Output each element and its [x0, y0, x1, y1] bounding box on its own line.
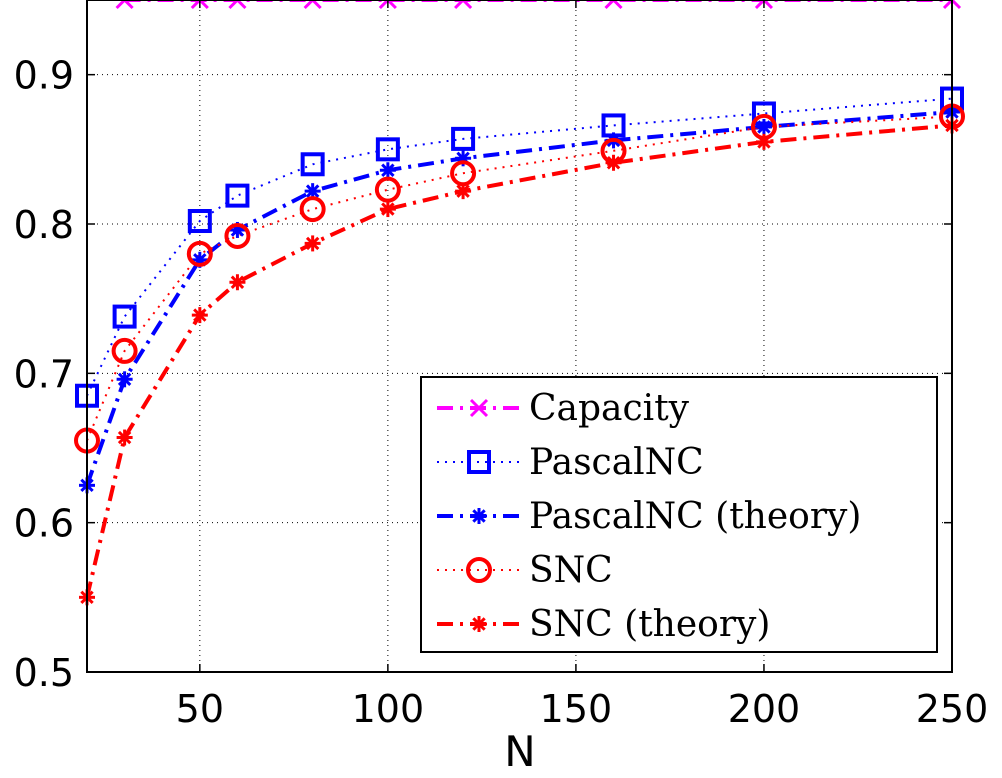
- data-point-marker: [299, 196, 326, 223]
- data-point-marker: [115, 0, 134, 10]
- data-point-marker: [455, 183, 472, 200]
- series-line-2: [85, 110, 953, 486]
- data-point-marker: [378, 0, 397, 10]
- data-point-marker: [379, 162, 396, 179]
- y-tick-label: 0.6: [14, 502, 74, 546]
- y-tick-label: 0.5: [14, 651, 74, 695]
- series-markers: [74, 0, 965, 606]
- data-point-marker: [300, 152, 325, 177]
- legend-marker: [466, 557, 492, 583]
- legend-label: PascalNC: [529, 442, 704, 483]
- x-tick-label: 200: [728, 687, 801, 731]
- series-lines: [85, 0, 953, 598]
- y-tick-label: 0.9: [14, 54, 74, 98]
- x-tick-label: 250: [916, 687, 989, 731]
- y-tick-label: 0.7: [14, 352, 74, 396]
- data-point-marker: [942, 0, 962, 10]
- legend-label: Capacity: [529, 388, 690, 429]
- data-point-marker: [116, 429, 133, 446]
- data-point-marker: [228, 0, 247, 10]
- data-point-marker: [190, 0, 209, 10]
- data-point-marker: [754, 0, 774, 10]
- data-point-marker: [229, 274, 246, 291]
- data-point-marker: [111, 337, 138, 364]
- axes-frame: [86, 0, 953, 673]
- x-tick-label: 50: [176, 687, 224, 731]
- data-point-marker: [112, 304, 137, 329]
- legend: Capacity PascalNC PascalNC (theory) SNC SNC …: [420, 376, 938, 653]
- data-point-marker: [374, 176, 401, 203]
- data-point-marker: [379, 201, 396, 218]
- data-point-marker: [304, 183, 321, 200]
- legend-label: SNC (theory): [529, 604, 770, 645]
- data-point-marker: [303, 0, 322, 10]
- data-point-marker: [604, 0, 623, 10]
- axes: [86, 0, 953, 673]
- tick-labels: 50 100 150 200 250 0.5 0.6 0.7 0.8 0.9: [14, 54, 989, 731]
- x-tick-label: 150: [540, 687, 613, 731]
- data-point-marker: [451, 126, 476, 151]
- legend-marker: [471, 508, 487, 524]
- data-point-marker: [755, 133, 772, 150]
- data-point-marker: [187, 209, 212, 234]
- data-point-marker: [225, 183, 250, 208]
- data-point-marker: [755, 118, 772, 135]
- data-point-marker: [116, 371, 133, 388]
- data-point-marker: [375, 137, 400, 162]
- legend-label: SNC: [529, 550, 613, 591]
- data-point-marker: [191, 307, 208, 324]
- x-tick-label: 100: [352, 687, 425, 731]
- data-point-marker: [224, 222, 251, 249]
- legend-marker: [467, 450, 491, 474]
- x-axis-label: N: [504, 727, 535, 776]
- legend-marker: [469, 398, 489, 418]
- legend-marker: [471, 616, 487, 632]
- data-point-marker: [186, 240, 213, 267]
- y-tick-label: 0.8: [14, 203, 74, 247]
- legend-label: PascalNC (theory): [529, 496, 861, 537]
- series-line-4: [85, 123, 953, 598]
- data-point-marker: [304, 235, 321, 252]
- data-point-marker: [605, 154, 622, 171]
- data-point-marker: [454, 0, 473, 10]
